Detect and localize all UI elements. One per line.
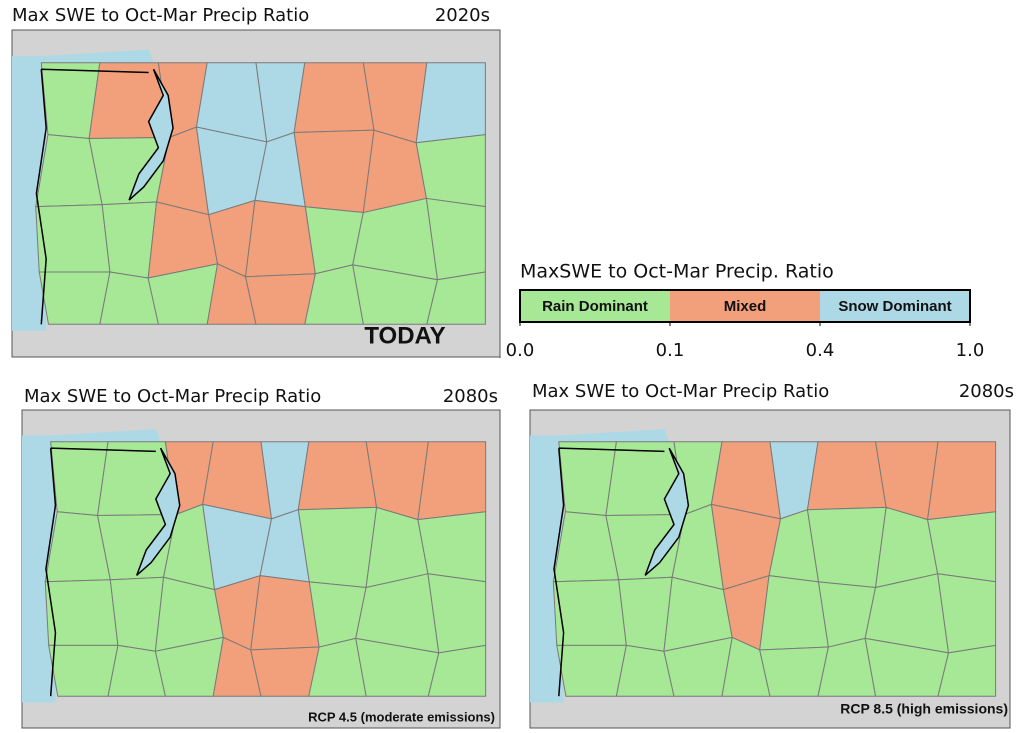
puget-sound: [644, 447, 690, 576]
coastline: [45, 447, 156, 697]
panel-label: RCP 8.5 (high emissions): [840, 701, 1008, 717]
panel-period: 2020s: [435, 5, 490, 26]
legend-tick-label: 0.4: [806, 340, 835, 361]
basin: [38, 271, 111, 325]
basin: [552, 579, 627, 646]
legend-title: MaxSWE to Oct-Mar Precip. Ratio: [520, 261, 834, 283]
basin: [96, 514, 177, 581]
basin: [417, 441, 487, 521]
basin: [250, 646, 320, 697]
panel-title: Max SWE to Oct-Mar Precip Ratio: [532, 381, 829, 402]
basin: [556, 644, 627, 697]
map-panel: [11, 29, 501, 358]
basin: [244, 273, 316, 325]
map-panel: [21, 409, 501, 729]
legend-tick-label: 0.0: [506, 340, 535, 361]
basin: [427, 644, 487, 697]
basin: [806, 506, 887, 589]
basin: [293, 62, 375, 134]
legend-swatch: [820, 290, 970, 322]
basin: [415, 62, 486, 144]
basin: [244, 199, 316, 278]
basin: [417, 511, 487, 583]
basin: [806, 441, 887, 511]
basin: [759, 575, 829, 651]
panel-title: Max SWE to Oct-Mar Precip Ratio: [24, 386, 321, 407]
legend-frame: [519, 289, 971, 323]
panel-label: TODAY: [364, 322, 445, 349]
puget-sound: [136, 447, 181, 576]
basin: [926, 441, 997, 521]
basin: [101, 201, 158, 279]
legend-tick-label: 0.1: [656, 340, 685, 361]
panel-period: 2080s: [443, 386, 498, 407]
basin: [35, 204, 111, 273]
basin: [605, 514, 686, 581]
basin: [88, 136, 170, 206]
panel-title: Max SWE to Oct-Mar Precip Ratio: [12, 5, 309, 26]
basin: [250, 575, 320, 651]
basin: [48, 644, 119, 697]
basin: [44, 579, 119, 646]
basin: [297, 441, 378, 511]
legend-swatch: [520, 290, 670, 322]
legend-label: Rain Dominant: [542, 298, 648, 315]
basin: [937, 644, 997, 697]
panel-label: RCP 4.5 (moderate emissions): [308, 709, 495, 724]
legend-swatch: [670, 290, 820, 322]
coastline: [553, 447, 665, 697]
basin: [759, 646, 830, 697]
basin: [109, 576, 165, 652]
basin: [297, 506, 378, 589]
basin: [926, 511, 997, 583]
basin: [415, 134, 486, 208]
legend-label: Mixed: [724, 298, 767, 315]
basin: [426, 271, 486, 325]
legend-tick-label: 1.0: [956, 340, 985, 361]
basin: [618, 576, 673, 652]
map-panel: [529, 409, 1011, 729]
basin: [293, 129, 375, 214]
coastline: [35, 68, 149, 325]
panel-period: 2080s: [959, 381, 1014, 402]
legend-label: Snow Dominant: [838, 298, 951, 315]
puget-sound: [128, 68, 174, 201]
